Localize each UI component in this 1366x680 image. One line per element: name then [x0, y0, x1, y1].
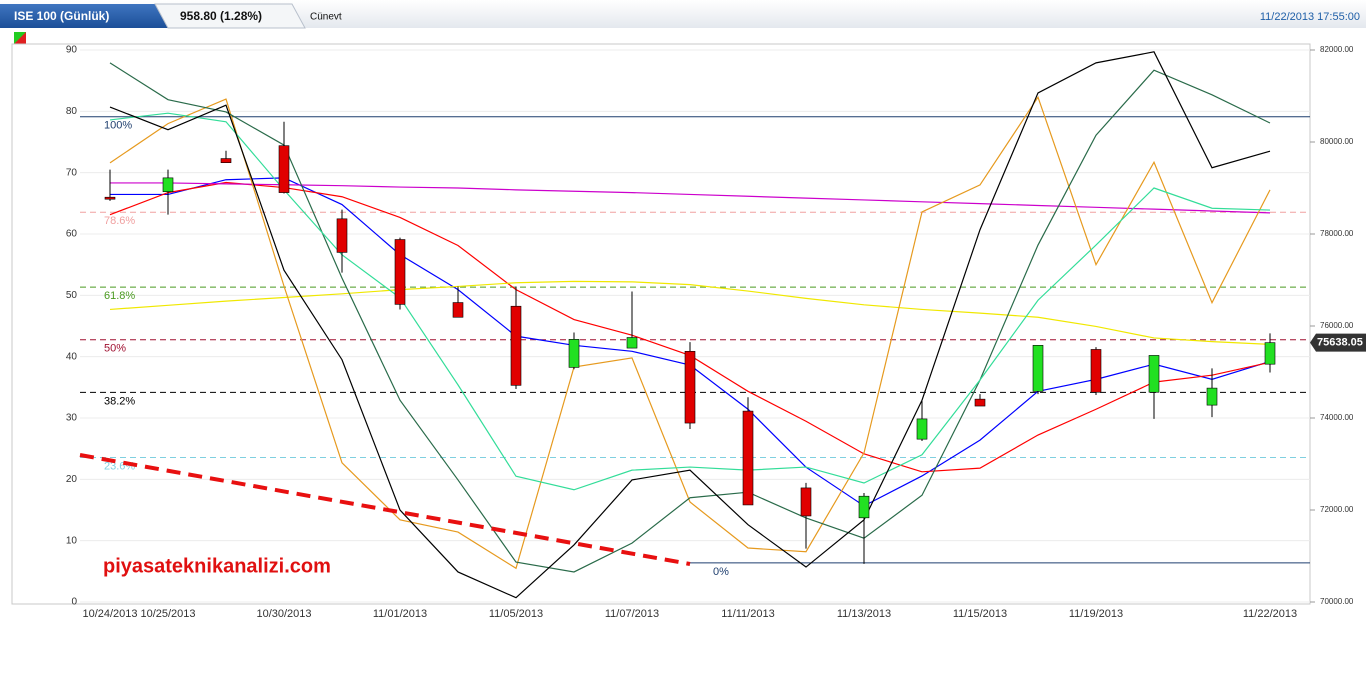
y2-tick-label: 78000.00: [1320, 229, 1354, 238]
symbol-tab[interactable]: [0, 4, 168, 28]
y-tick-label: 0: [71, 597, 77, 608]
indicator-line: [109, 280, 1271, 345]
y-tick-label: 80: [66, 106, 78, 117]
x-tick-label: 11/11/2013: [721, 608, 774, 620]
candle-body: [742, 410, 754, 506]
icon-part: [14, 32, 26, 44]
y2-tick-label: 76000.00: [1320, 321, 1354, 330]
y2-tick-label: 74000.00: [1320, 413, 1354, 422]
candle-body: [510, 305, 522, 386]
quote: 958.80 (1.28%): [180, 9, 262, 23]
candle-body: [1206, 387, 1218, 406]
candle-body: [858, 495, 870, 519]
candle-body: [220, 158, 232, 163]
y-tick-label: 50: [66, 290, 78, 301]
fib-label: 50%: [104, 343, 126, 355]
x-tick-label: 11/22/2013: [1243, 608, 1297, 620]
candle-body: [336, 218, 348, 253]
indicator-line: [109, 95, 1271, 570]
candle-body: [1148, 355, 1160, 393]
candle-body: [684, 350, 696, 424]
watermark: piyasateknikanalizi.com: [103, 555, 331, 577]
y-tick-label: 60: [66, 229, 78, 240]
indicator-line: [109, 51, 1271, 599]
fib-label: 100%: [104, 120, 132, 132]
candle-body: [1032, 345, 1044, 392]
trendline: [79, 453, 691, 566]
y2-tick-label: 82000.00: [1320, 45, 1354, 54]
candle-body: [1264, 342, 1276, 365]
indicator-line: [110, 177, 1271, 507]
timestamp: 11/22/2013 17:55:00: [1260, 11, 1360, 23]
x-tick-label: 11/07/2013: [605, 608, 659, 620]
y-tick-label: 40: [66, 351, 78, 362]
candle-body: [1090, 349, 1102, 393]
y-tick-label: 20: [66, 474, 78, 485]
y-tick-label: 10: [66, 535, 78, 546]
candle-body: [278, 145, 290, 193]
candle-body: [162, 177, 174, 192]
x-tick-label: 11/19/2013: [1069, 608, 1123, 620]
x-tick-label: 11/15/2013: [953, 608, 1007, 620]
indicator-line: [109, 62, 1271, 573]
candle-body: [568, 339, 580, 368]
plot-frame: [11, 43, 1311, 605]
x-tick-label: 10/30/2013: [256, 608, 311, 620]
quote-tab: [154, 3, 306, 29]
x-tick-label: 11/13/2013: [837, 608, 891, 620]
x-tick-label: 11/05/2013: [489, 608, 543, 620]
y-tick-label: 30: [66, 413, 78, 424]
last-price: 75638.05: [1317, 337, 1363, 349]
fib-label: 61.8%: [104, 290, 135, 302]
last-price-badge: [1310, 333, 1366, 352]
indicator-line: [109, 112, 1271, 491]
candle-body: [800, 487, 812, 517]
y-tick-label: 70: [66, 167, 78, 178]
fib-label: 78.6%: [104, 215, 135, 227]
candle-body: [394, 239, 406, 305]
y-tick-label: 90: [66, 45, 78, 56]
fib-label: 0%: [713, 566, 729, 578]
candle-body: [452, 302, 464, 318]
x-tick-label: 11/01/2013: [373, 608, 427, 620]
candle-body: [104, 196, 116, 200]
x-tick-label: 10/24/2013: [82, 608, 137, 620]
candle-body: [626, 337, 638, 349]
candle-body: [974, 398, 986, 407]
y2-tick-label: 70000.00: [1320, 597, 1354, 606]
symbol[interactable]: ISE 100 (Günlük): [14, 9, 109, 23]
user: Cünevt: [310, 12, 342, 23]
fib-label: 38.2%: [104, 395, 135, 407]
y2-tick-label: 72000.00: [1320, 505, 1354, 514]
indicator-line: [110, 182, 1271, 214]
x-tick-label: 10/25/2013: [140, 608, 195, 620]
y2-tick-label: 80000.00: [1320, 137, 1354, 146]
candle-body: [916, 418, 928, 440]
